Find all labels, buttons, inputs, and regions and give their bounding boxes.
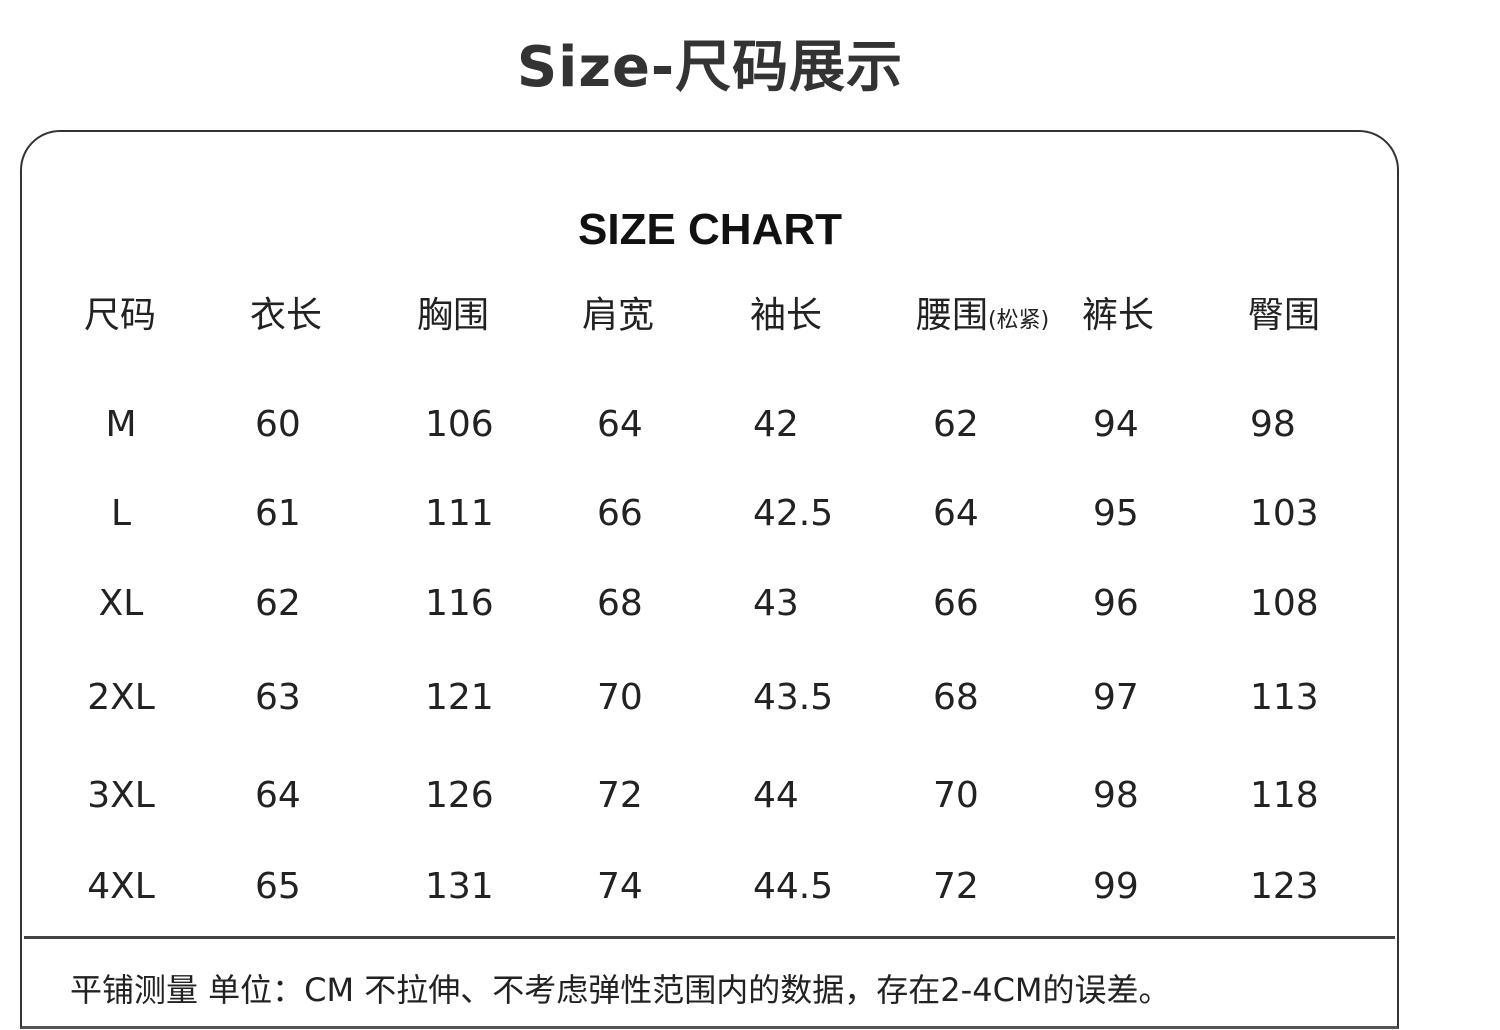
table-cell: 97 — [1093, 677, 1139, 718]
column-header: 裤长 — [1082, 295, 1155, 336]
column-header: 臀围 — [1248, 295, 1321, 336]
table-cell: 44 — [753, 775, 799, 816]
column-header: 肩宽 — [582, 295, 655, 336]
table-cell: 94 — [1093, 404, 1139, 445]
page-title: Size-尺码展示 — [516, 35, 904, 100]
table-cell: 106 — [425, 404, 494, 445]
table-cell: 68 — [933, 677, 979, 718]
table-cell: 96 — [1093, 583, 1139, 624]
table-cell: 66 — [597, 493, 643, 534]
table-cell: 95 — [1093, 493, 1139, 534]
waist-note: (松紧) — [988, 308, 1050, 333]
table-cell: 74 — [597, 866, 643, 907]
table-cell: 108 — [1250, 583, 1319, 624]
table-cell: 99 — [1093, 866, 1139, 907]
column-header: 袖长 — [750, 295, 823, 336]
table-cell: 44.5 — [753, 866, 834, 907]
size-label: 4XL — [87, 866, 155, 907]
table-cell: 65 — [255, 866, 301, 907]
table-cell: 61 — [255, 493, 301, 534]
column-header: 尺码 — [84, 295, 157, 336]
table-cell: 116 — [425, 583, 494, 624]
table-cell: 43 — [753, 583, 799, 624]
measurement-note: 平铺测量 单位：CM 不拉伸、不考虑弹性范围内的数据，存在2-4CM的误差。 — [70, 971, 1171, 1009]
column-header: 胸围 — [417, 295, 490, 336]
table-cell: 72 — [597, 775, 643, 816]
table-cell: 72 — [933, 866, 979, 907]
table-cell: 63 — [255, 677, 301, 718]
size-label: XL — [98, 583, 144, 624]
size-label: 3XL — [87, 775, 155, 816]
table-cell: 98 — [1250, 404, 1296, 445]
table-cell: 98 — [1093, 775, 1139, 816]
table-cell: 118 — [1250, 775, 1319, 816]
table-cell: 121 — [425, 677, 494, 718]
table-cell: 62 — [933, 404, 979, 445]
table-cell: 43.5 — [753, 677, 834, 718]
table-cell: 60 — [255, 404, 301, 445]
column-header: 腰围(松紧) — [916, 295, 1050, 336]
table-cell: 64 — [933, 493, 979, 534]
size-chart-frame — [20, 130, 1399, 1029]
divider — [24, 936, 1395, 939]
table-cell: 64 — [255, 775, 301, 816]
table-cell: 113 — [1250, 677, 1319, 718]
table-cell: 111 — [425, 493, 494, 534]
table-cell: 62 — [255, 583, 301, 624]
size-chart-heading: SIZE CHART — [578, 205, 842, 254]
table-cell: 123 — [1250, 866, 1319, 907]
size-label: M — [105, 404, 137, 445]
table-cell: 126 — [425, 775, 494, 816]
table-cell: 70 — [597, 677, 643, 718]
table-cell: 68 — [597, 583, 643, 624]
table-cell: 66 — [933, 583, 979, 624]
table-cell: 64 — [597, 404, 643, 445]
table-cell: 103 — [1250, 493, 1319, 534]
table-cell: 131 — [425, 866, 494, 907]
size-label: L — [110, 493, 132, 534]
table-cell: 42 — [753, 404, 799, 445]
column-header: 衣长 — [250, 295, 323, 336]
size-label: 2XL — [87, 677, 155, 718]
table-cell: 42.5 — [753, 493, 834, 534]
table-cell: 70 — [933, 775, 979, 816]
